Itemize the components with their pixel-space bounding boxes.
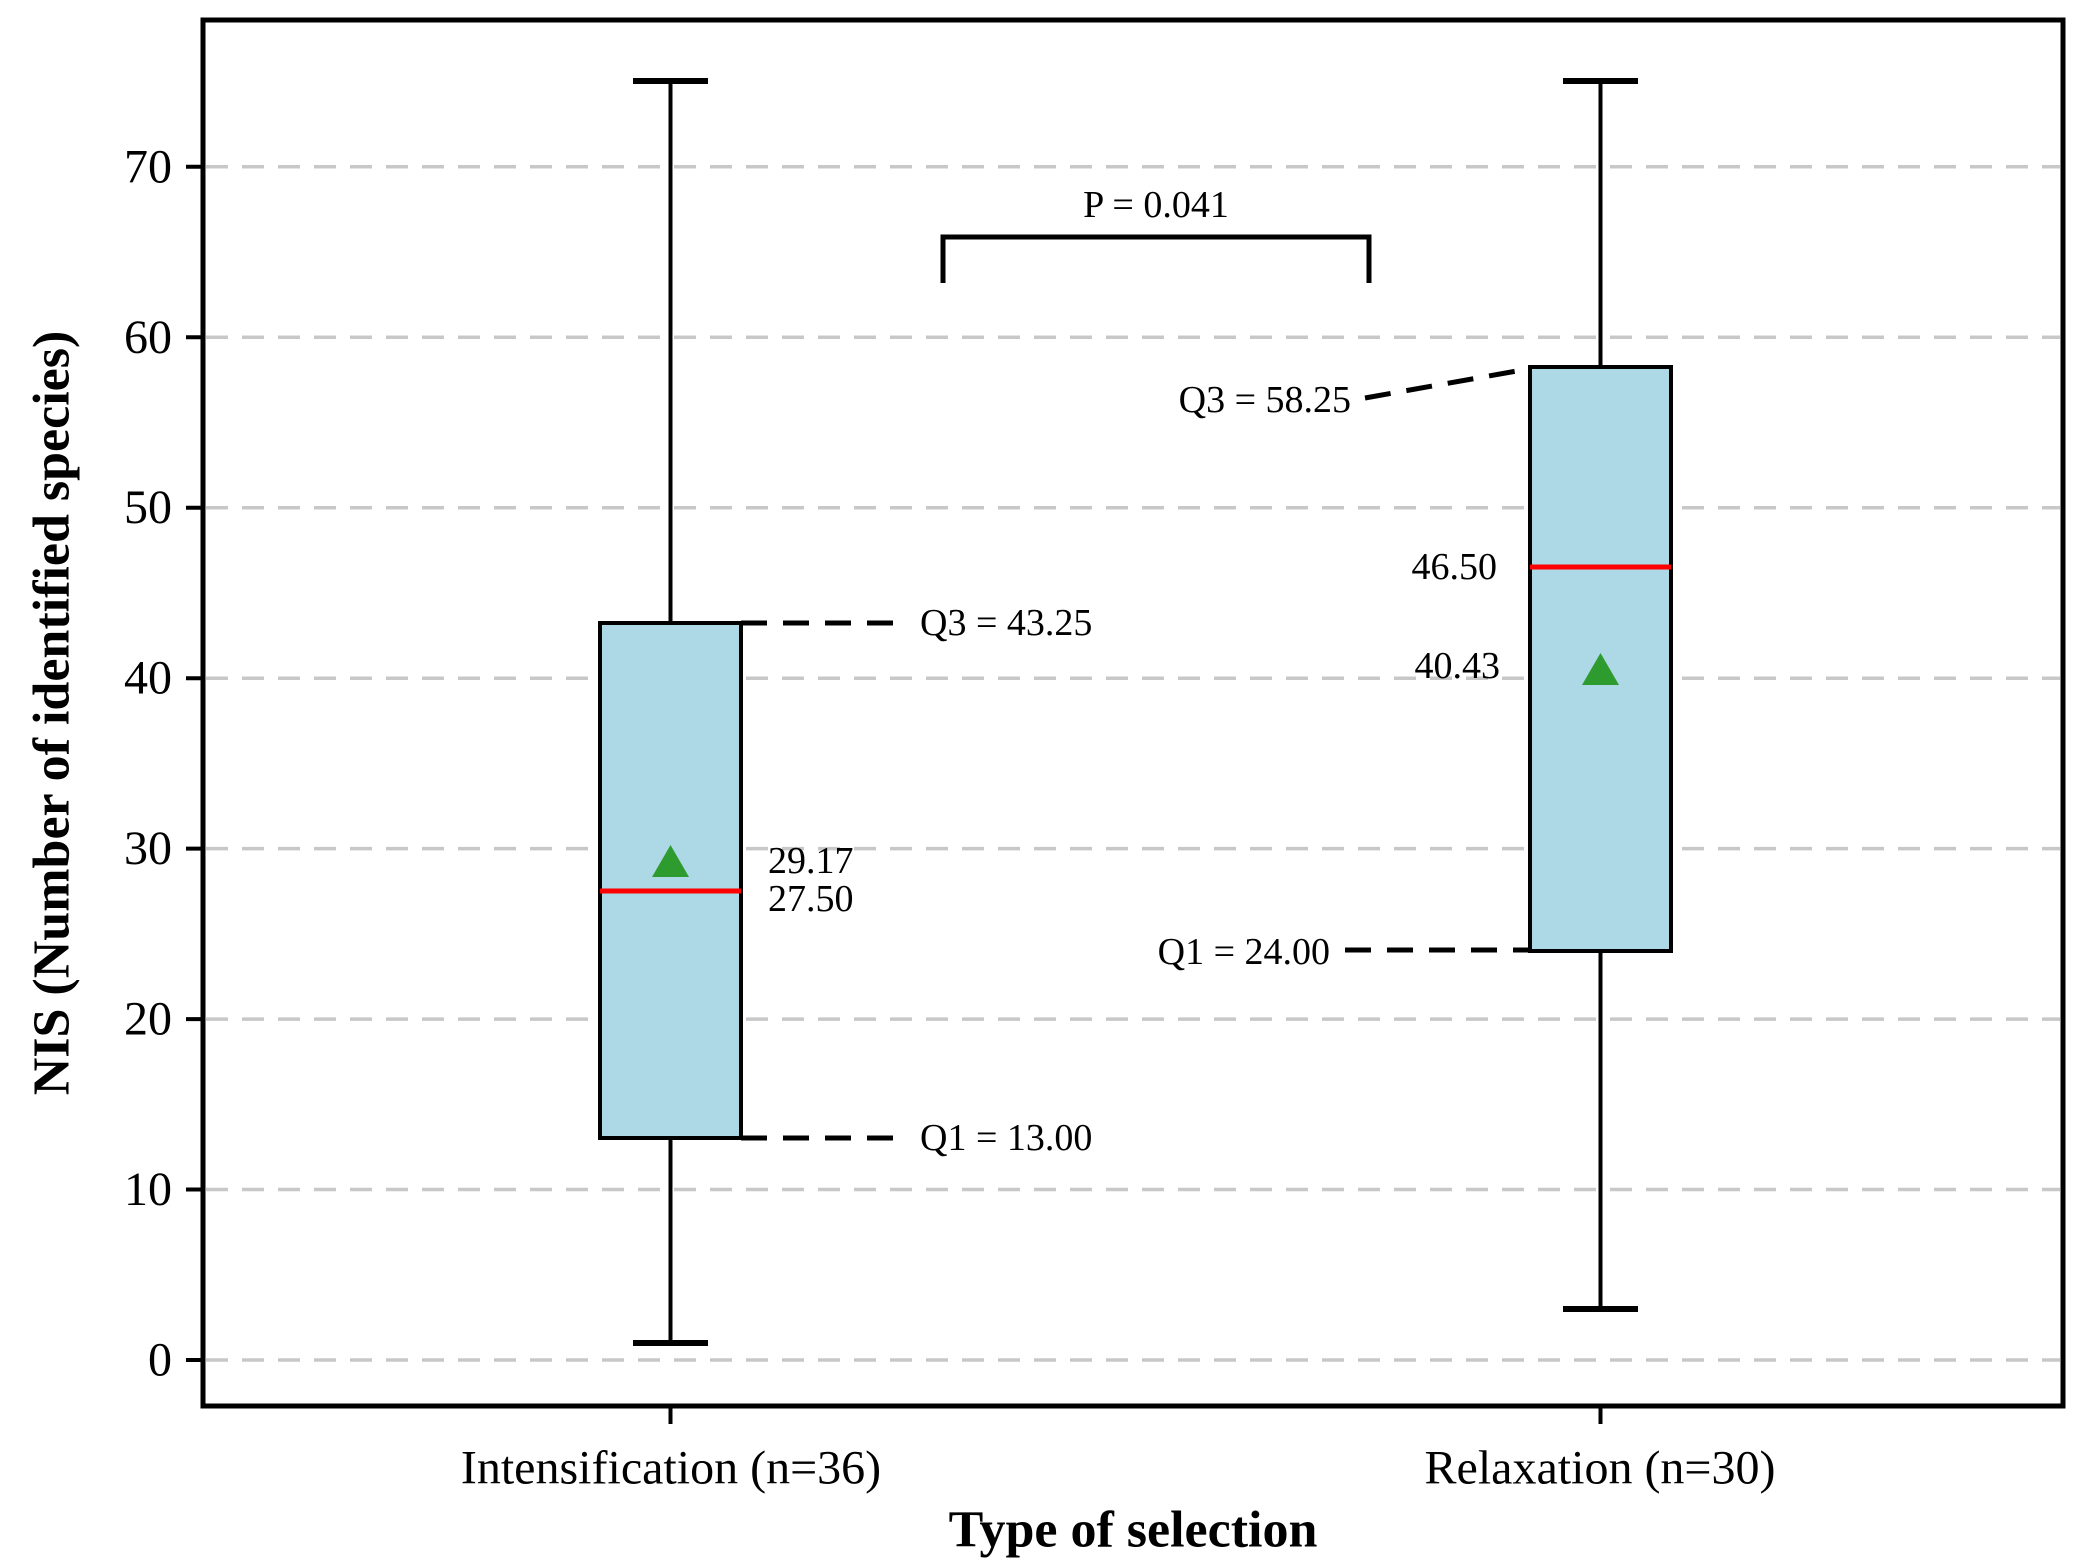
significance-bracket: P = 0.041 [940,184,1372,283]
y-tick-label-20: 20 [124,993,172,1046]
connector-right-q3 [1364,366,1529,401]
y-tick-label-50: 50 [124,481,172,534]
mean-triangle-icon [1582,653,1619,685]
annotation-connectors [741,366,1529,1141]
x-category-relaxation: Relaxation (n=30) [1425,1442,1776,1495]
box-relaxation [1528,78,1673,1312]
label-left-median: 27.50 [768,878,854,920]
label-left-q1: Q1 = 13.00 [920,1117,1092,1159]
label-right-mean: 40.43 [1415,645,1501,687]
iqr-box [598,621,743,1140]
label-left-mean: 29.17 [768,840,854,882]
y-tick-label-0: 0 [148,1334,172,1387]
label-right-q1: Q1 = 24.00 [1158,931,1330,973]
y-tick-label-30: 30 [124,822,172,875]
annotation-labels: Q3 = 43.25 Q1 = 13.00 29.17 27.50 Q3 = 5… [768,379,1500,1159]
bracket-path [940,234,1372,283]
y-axis-title: NIS (Number of identified species) [24,331,81,1096]
x-tick-marks [668,1406,1603,1424]
x-category-labels: Intensification (n=36) Relaxation (n=30) [461,1442,1776,1495]
p-value-label: P = 0.041 [1083,184,1229,226]
gridlines [206,165,2060,1362]
label-right-q3: Q3 = 58.25 [1179,379,1351,421]
y-tick-label-10: 10 [124,1163,172,1216]
x-category-intensification: Intensification (n=36) [461,1442,881,1495]
label-left-q3: Q3 = 43.25 [920,602,1092,644]
label-right-median: 46.50 [1412,546,1498,588]
box-intensification [598,78,743,1346]
y-tick-label-40: 40 [124,652,172,705]
x-axis-title: Type of selection [949,1502,1318,1559]
plot-border [200,17,2066,1409]
y-tick-labels: 70 60 50 40 30 20 10 0 [124,140,172,1386]
y-tick-label-70: 70 [124,140,172,193]
y-tick-marks [186,164,203,1362]
mean-triangle-icon [652,845,689,877]
y-tick-label-60: 60 [124,311,172,364]
